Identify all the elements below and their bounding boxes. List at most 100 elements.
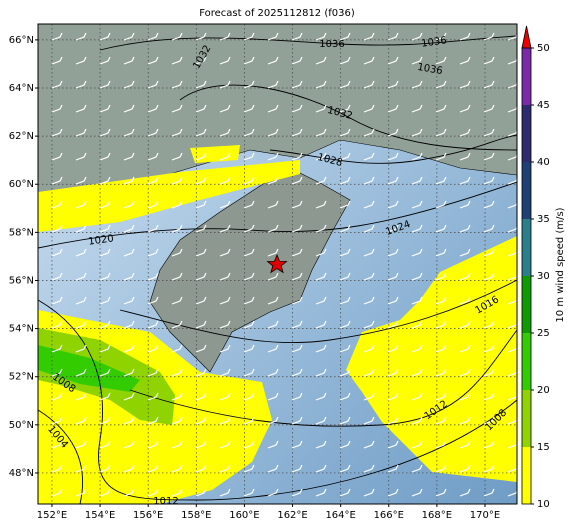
y-tick-label: 60°N [9, 179, 34, 190]
wind-barb [267, 224, 279, 233]
wind-barb [243, 296, 255, 305]
colorbar-extend [521, 25, 532, 49]
wind-barb [267, 200, 279, 209]
colorbar-segment [522, 48, 531, 105]
wind-barb [483, 80, 495, 89]
wind-barb [267, 56, 279, 65]
wind-barb [123, 56, 135, 65]
wind-barb [363, 464, 375, 473]
wind-barb [267, 248, 279, 257]
wind-barb [171, 152, 183, 161]
wind-barb [315, 344, 327, 353]
wind-barb [507, 57, 517, 65]
wind-barb [219, 200, 231, 209]
wind-barb [99, 152, 111, 161]
wind-barb [51, 392, 63, 401]
wind-barb [171, 296, 183, 305]
wind-barb [123, 416, 135, 425]
wind-barb [267, 128, 279, 137]
wind-barb [411, 128, 423, 137]
wind-barb [483, 224, 495, 233]
wind-barb [267, 440, 279, 449]
wind-barb [411, 392, 423, 401]
wind-barb [459, 296, 471, 305]
wind-barb [363, 440, 375, 449]
wind-barb [171, 56, 183, 65]
wind-barb [291, 128, 303, 137]
wind-barb [75, 224, 87, 233]
wind-barb [315, 128, 327, 137]
wind-barb [291, 320, 303, 329]
wind-barb [51, 440, 63, 449]
wind-barb [123, 32, 135, 41]
wind-barb [483, 272, 495, 281]
wind-barb [123, 272, 135, 281]
wind-barb [75, 104, 87, 113]
wind-barb [99, 368, 111, 377]
wind-barb [435, 56, 447, 65]
wind-barb [339, 344, 351, 353]
wind-barb [315, 464, 327, 473]
map-area [38, 24, 517, 504]
wind-barbs [51, 32, 517, 497]
wind-barb [75, 176, 87, 185]
isobar [38, 299, 517, 501]
wind-barb [363, 416, 375, 425]
wind-barb [315, 320, 327, 329]
wind-barb [435, 440, 447, 449]
wind-barb [411, 200, 423, 209]
wind-barb [243, 248, 255, 257]
wind-barb [195, 80, 207, 89]
y-tick-label: 64°N [9, 83, 34, 94]
wind-barb [387, 368, 399, 377]
wind-barb [507, 465, 517, 473]
wind-barb [459, 152, 471, 161]
wind-barb [75, 464, 87, 473]
wind-barb [291, 56, 303, 65]
y-tick-label: 56°N [9, 275, 34, 286]
wind-barb [339, 104, 351, 113]
wind-barb [219, 344, 231, 353]
contour-label: 1020 [88, 233, 115, 247]
wind-barb [171, 272, 183, 281]
wind-barb [171, 200, 183, 209]
wind-barb [387, 224, 399, 233]
wind-barb [435, 392, 447, 401]
wind-barb [75, 56, 87, 65]
wind-barb [459, 440, 471, 449]
wind-barb [75, 320, 87, 329]
x-tick-label: 160°E [229, 510, 259, 521]
x-tick-label: 170°E [470, 510, 500, 521]
wind-barb [219, 392, 231, 401]
wind-barb [339, 224, 351, 233]
wind-barb [411, 56, 423, 65]
wind-barb [147, 368, 159, 377]
wind-barb [123, 80, 135, 89]
wind-barb [147, 248, 159, 257]
wind-barb [435, 320, 447, 329]
wind-barb [123, 440, 135, 449]
wind-barb [411, 176, 423, 185]
wind-barb [123, 392, 135, 401]
wind-barb [483, 320, 495, 329]
wind-barb [435, 32, 447, 41]
wind-barb [147, 104, 159, 113]
wind-barb [315, 176, 327, 185]
colorbar-tick-label: 35 [537, 214, 550, 225]
colorbar-segment [522, 219, 531, 276]
wind-barb [99, 344, 111, 353]
wind-barb [147, 32, 159, 41]
isobar [129, 329, 517, 427]
wind-barb [483, 104, 495, 113]
wind-barb [483, 464, 495, 473]
wind-barb [243, 32, 255, 41]
wind-barb [147, 440, 159, 449]
isobar [99, 35, 517, 51]
x-tick-label: 162°E [277, 510, 307, 521]
wind-barb [75, 80, 87, 89]
wind-barb [315, 368, 327, 377]
wind-barb [507, 321, 517, 329]
wind-barb [195, 320, 207, 329]
wind-barb [459, 272, 471, 281]
